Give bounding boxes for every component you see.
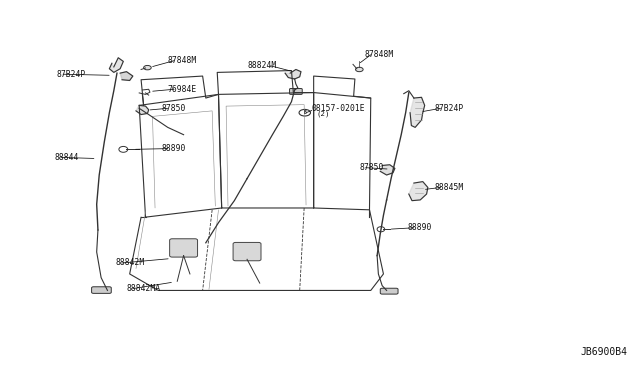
Polygon shape xyxy=(120,72,133,80)
Polygon shape xyxy=(380,165,395,175)
Text: JB6900B4: JB6900B4 xyxy=(580,347,628,357)
Text: 88842MA: 88842MA xyxy=(127,284,161,293)
Text: 08157-0201E: 08157-0201E xyxy=(312,104,365,113)
Text: 88844: 88844 xyxy=(55,153,79,162)
Polygon shape xyxy=(409,182,428,201)
FancyBboxPatch shape xyxy=(289,89,302,94)
Text: 88845M: 88845M xyxy=(434,183,463,192)
Text: 88842M: 88842M xyxy=(116,259,145,267)
FancyBboxPatch shape xyxy=(380,288,398,294)
Circle shape xyxy=(143,65,151,70)
FancyBboxPatch shape xyxy=(233,243,261,261)
Polygon shape xyxy=(285,70,301,79)
Polygon shape xyxy=(410,97,425,127)
Text: (2): (2) xyxy=(316,110,330,117)
Text: 87850: 87850 xyxy=(359,163,384,172)
Text: 87850: 87850 xyxy=(161,104,186,113)
Polygon shape xyxy=(136,105,148,115)
Text: 88824M: 88824M xyxy=(248,61,277,70)
Text: 87B24P: 87B24P xyxy=(57,70,86,79)
Text: 87848M: 87848M xyxy=(168,56,197,65)
Text: 88890: 88890 xyxy=(408,223,432,232)
Polygon shape xyxy=(109,58,124,73)
Ellipse shape xyxy=(377,227,385,232)
Ellipse shape xyxy=(119,147,128,152)
Text: 87848M: 87848M xyxy=(364,50,394,59)
Text: 76984E: 76984E xyxy=(168,85,197,94)
Text: 88890: 88890 xyxy=(161,144,186,153)
FancyBboxPatch shape xyxy=(92,287,111,294)
Text: B: B xyxy=(303,110,306,115)
Circle shape xyxy=(356,67,363,72)
Text: 87B24P: 87B24P xyxy=(434,104,463,113)
FancyBboxPatch shape xyxy=(170,239,198,257)
Circle shape xyxy=(299,109,310,116)
